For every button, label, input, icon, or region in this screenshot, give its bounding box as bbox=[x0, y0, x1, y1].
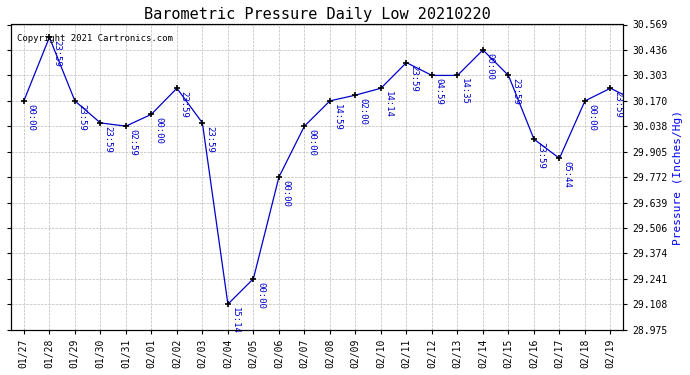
Text: 12:59: 12:59 bbox=[0, 374, 1, 375]
Text: 23:59: 23:59 bbox=[78, 104, 87, 130]
Text: 23:59: 23:59 bbox=[52, 40, 61, 67]
Text: 05:44: 05:44 bbox=[562, 161, 571, 188]
Title: Barometric Pressure Daily Low 20210220: Barometric Pressure Daily Low 20210220 bbox=[144, 7, 491, 22]
Text: 02:59: 02:59 bbox=[128, 129, 138, 156]
Text: 23:59: 23:59 bbox=[537, 142, 546, 169]
Text: 23:59: 23:59 bbox=[613, 91, 622, 118]
Text: 14:35: 14:35 bbox=[460, 78, 469, 105]
Text: 00:00: 00:00 bbox=[486, 53, 495, 80]
Text: 23:59: 23:59 bbox=[409, 65, 418, 92]
Y-axis label: Pressure (Inches/Hg): Pressure (Inches/Hg) bbox=[673, 110, 683, 245]
Text: 00:00: 00:00 bbox=[307, 129, 316, 156]
Text: 23:59: 23:59 bbox=[205, 126, 214, 153]
Text: 00:00: 00:00 bbox=[282, 180, 290, 207]
Text: 04:59: 04:59 bbox=[435, 78, 444, 105]
Text: 02:00: 02:00 bbox=[358, 98, 367, 125]
Text: 14:59: 14:59 bbox=[333, 104, 342, 130]
Text: 23:59: 23:59 bbox=[104, 126, 112, 153]
Text: 00:00: 00:00 bbox=[27, 104, 36, 130]
Text: 00:00: 00:00 bbox=[588, 104, 597, 130]
Text: 23:59: 23:59 bbox=[179, 91, 188, 118]
Text: 14:14: 14:14 bbox=[384, 91, 393, 118]
Text: 15:14: 15:14 bbox=[230, 307, 239, 334]
Text: 23:59: 23:59 bbox=[511, 78, 520, 105]
Text: 00:00: 00:00 bbox=[256, 282, 265, 308]
Text: Copyright 2021 Cartronics.com: Copyright 2021 Cartronics.com bbox=[17, 34, 173, 43]
Text: 00:00: 00:00 bbox=[154, 117, 163, 144]
